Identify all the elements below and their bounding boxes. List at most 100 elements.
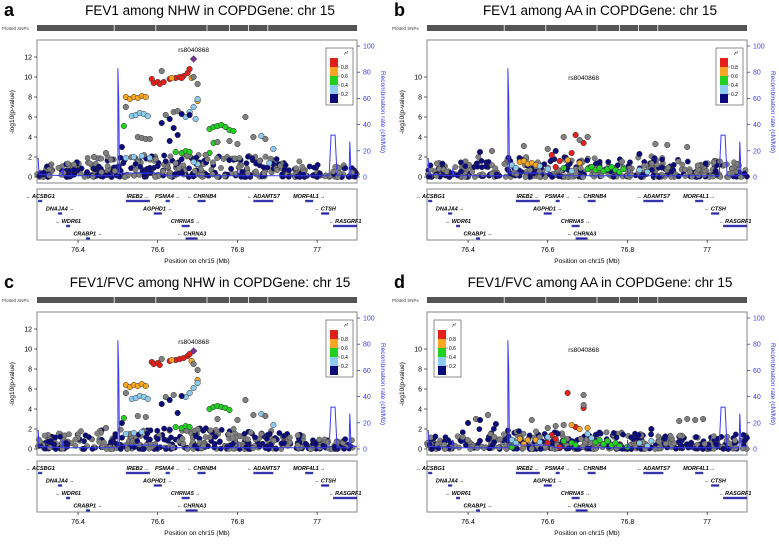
- gene-track: [426, 460, 748, 513]
- x-tick-label: 76.8: [231, 247, 245, 254]
- snp-point: [172, 160, 179, 167]
- snp-point: [458, 168, 464, 175]
- snp-point: [216, 438, 223, 445]
- snp-point: [296, 158, 303, 165]
- x-axis-label: Position on chr15 (Mb): [164, 258, 229, 265]
- snp-point: [568, 421, 575, 429]
- locuszoom-plot-c: c FEV1/FVC among NHW in COPDGene: chr 15 P…: [2, 272, 386, 537]
- y-right-tick-label: 100: [363, 316, 375, 323]
- x-tick-label: 76.4: [71, 519, 85, 526]
- snp-point: [560, 164, 567, 172]
- gene-name: CRABP1: [463, 504, 486, 510]
- plotted-snps-gap: [248, 25, 249, 31]
- snp-point: [472, 174, 478, 180]
- snp-point: [230, 127, 237, 135]
- locuszoom-plot-b: b FEV1 among AA in COPDGene: chr 15 Plotte…: [392, 0, 776, 265]
- snp-point: [66, 431, 72, 438]
- plotted-snps-gap: [206, 297, 208, 303]
- x-tick-label: 76.4: [461, 247, 475, 254]
- snp-point: [89, 173, 96, 180]
- gene-exons: [185, 509, 198, 512]
- strand-arrow-left-icon: ←: [637, 466, 643, 472]
- snp-point: [228, 165, 234, 172]
- snp-point: [98, 155, 105, 162]
- snp-point: [684, 143, 691, 151]
- y-tick-label: 10: [24, 75, 32, 82]
- gene-name: DNAJA4: [436, 479, 458, 485]
- strand-arrow-left-icon: ←: [577, 194, 583, 200]
- gene-label: AGPHD1→: [142, 479, 172, 485]
- strand-arrow-right-icon: →: [710, 194, 716, 200]
- r2-legend-label: 0.4: [449, 355, 456, 361]
- gene-name: ADAMTS7: [642, 194, 671, 200]
- gene-name: PSMA4: [155, 466, 174, 472]
- r2-legend-label: 0.4: [731, 83, 738, 89]
- gene-exons: [181, 224, 190, 228]
- snp-point: [166, 396, 173, 404]
- snp-point: [659, 156, 666, 163]
- snp-point: [261, 169, 268, 176]
- gene-label: ←ACSBG1: [415, 466, 444, 472]
- gene-exons: [711, 484, 720, 487]
- snp-point: [544, 439, 551, 447]
- y-right-tick-label: 60: [753, 368, 761, 375]
- r2-legend-swatch: [330, 339, 338, 348]
- gene-name: ACSBG1: [31, 194, 55, 200]
- snp-point: [225, 431, 232, 438]
- gene-label: ←ADAMTS7: [247, 466, 281, 472]
- snp-point: [591, 155, 598, 162]
- gene-label: ←CTSH: [314, 207, 337, 213]
- gene-exons: [571, 224, 580, 228]
- gene-name: PSMA4: [545, 194, 564, 200]
- snp-point: [186, 389, 193, 397]
- snp-point: [314, 162, 321, 168]
- snp-point: [218, 165, 224, 171]
- x-tick-label: 77: [703, 519, 711, 526]
- y-right-tick-label: 20: [753, 420, 761, 427]
- gene-name: MORF4L1: [683, 466, 709, 472]
- gene-exons: [181, 496, 190, 500]
- gene-label: PSMA4→: [545, 194, 570, 200]
- gene-name: IREB2: [516, 466, 532, 472]
- snp-point: [316, 436, 323, 443]
- snp-point: [270, 145, 277, 153]
- gene-label: MORF4L1→: [293, 194, 325, 200]
- y-right-axis-label: Recombination rate (cM/Mb): [769, 71, 776, 153]
- y-right-tick-label: 80: [363, 70, 371, 77]
- snp-point: [552, 422, 559, 430]
- snp-point: [684, 415, 691, 423]
- gene-exons: [587, 199, 596, 203]
- r2-legend-swatch: [720, 85, 728, 94]
- snp-point: [178, 74, 185, 82]
- r2-legend-swatch: [438, 348, 446, 357]
- gene-name: IREB2: [126, 466, 142, 472]
- gene-exons: [456, 496, 461, 500]
- y-right-tick-label: 80: [753, 70, 761, 77]
- snp-point: [628, 434, 635, 441]
- strand-arrow-right-icon: →: [565, 194, 571, 200]
- y-tick-label: 6: [418, 115, 422, 122]
- snp-point: [477, 437, 483, 444]
- snp-point: [700, 415, 707, 423]
- r2-legend-swatch: [438, 366, 446, 375]
- gene-label: ←CHRNA3: [567, 504, 596, 510]
- gene-label: PSMA4→: [155, 194, 180, 200]
- y-tick-label: 0: [28, 175, 32, 182]
- snp-point: [226, 406, 233, 414]
- snp-point: [41, 432, 48, 439]
- snp-point: [258, 431, 265, 437]
- gene-name: ADAMTS7: [252, 466, 281, 472]
- gene-exons: [448, 484, 453, 487]
- snp-point: [536, 173, 543, 180]
- x-tick-label: 76.6: [151, 519, 165, 526]
- snp-point: [226, 137, 233, 145]
- y-axis-label: -log10(p-value): [399, 90, 406, 134]
- snp-point: [262, 135, 269, 143]
- gene-exons: [333, 224, 357, 228]
- snp-point: [564, 156, 571, 164]
- snp-point: [158, 67, 165, 75]
- r2-legend-swatch: [330, 76, 338, 85]
- strand-arrow-left-icon: ←: [567, 504, 573, 510]
- gene-name: CHRNA5: [561, 219, 585, 225]
- snp-point: [584, 157, 591, 164]
